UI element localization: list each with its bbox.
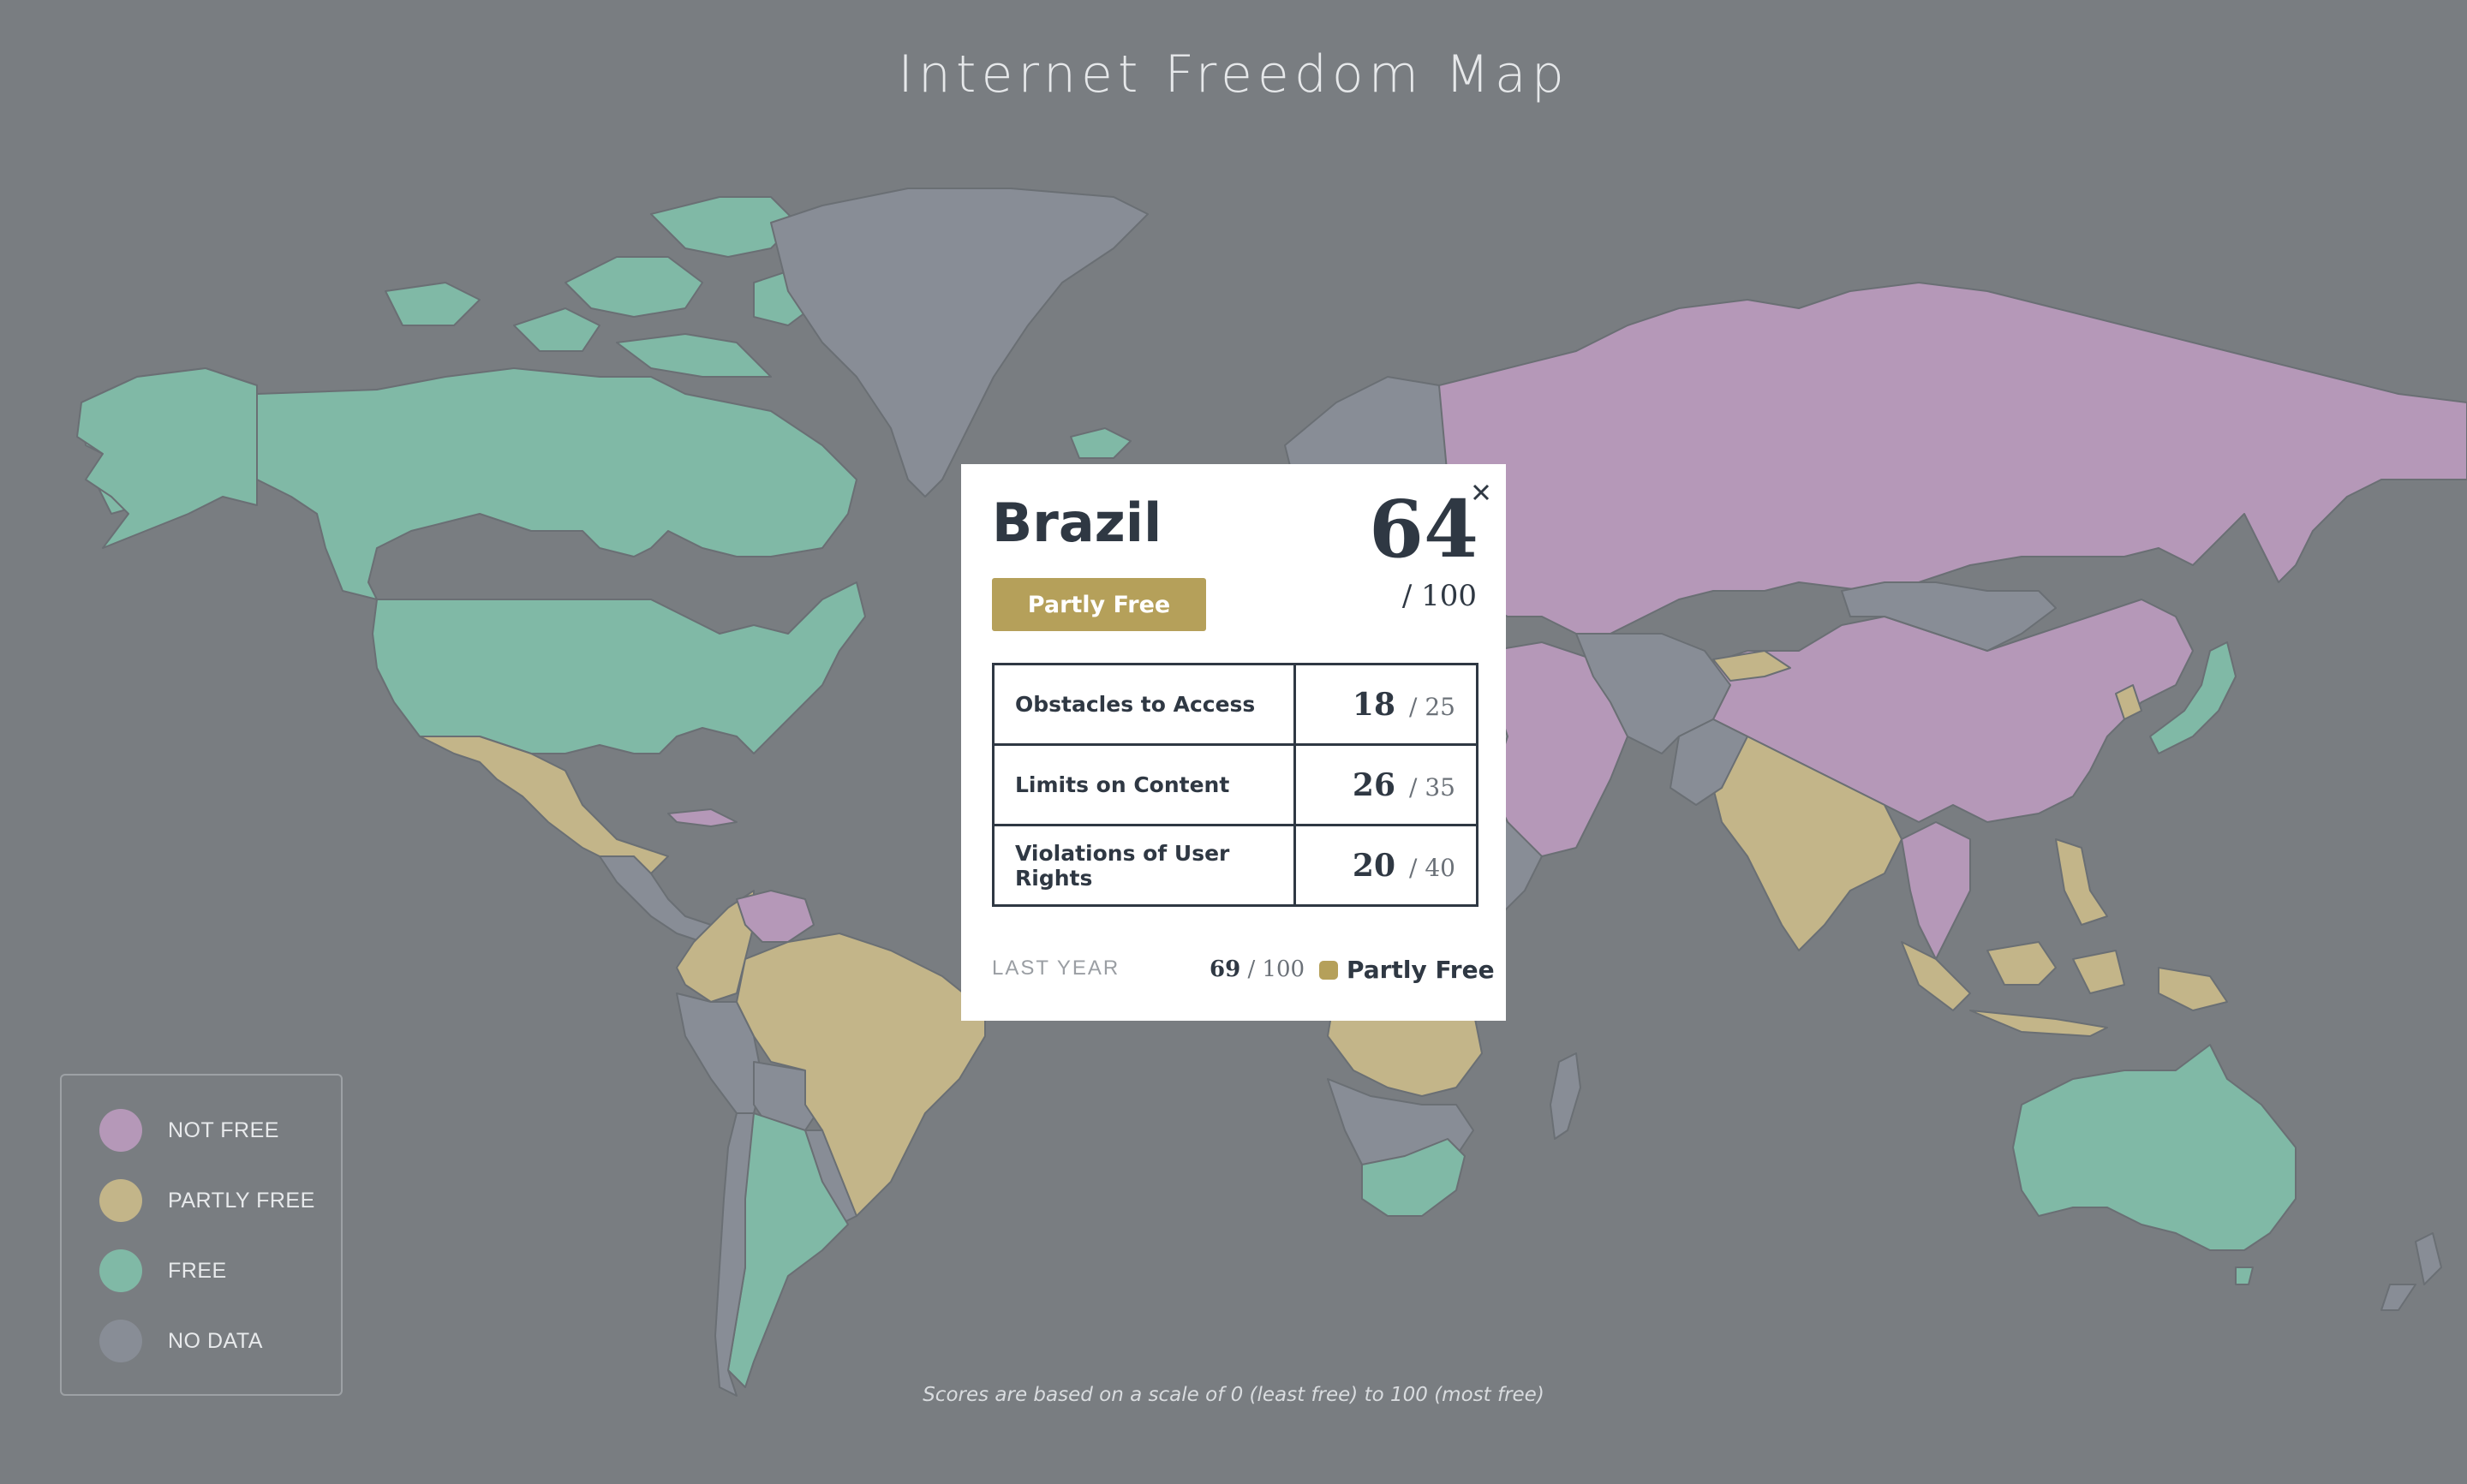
country-new-zealand[interactable] [2380,1232,2442,1311]
legend-swatch [99,1320,142,1362]
country-chile[interactable] [714,1112,755,1397]
category-score: 26 [1352,766,1396,803]
category-max: / 40 [1409,853,1455,882]
legend-label: FREE [168,1258,227,1283]
last-year-value: 69 / 100 [1210,957,1305,982]
country-alaska[interactable] [76,367,258,549]
country-name: Brazil [992,492,1162,554]
country-korea[interactable] [2115,684,2142,720]
country-brazil[interactable] [736,933,986,1217]
country-cuba[interactable] [667,808,738,827]
close-icon[interactable] [1468,480,1494,505]
score-table: Obstacles to Access 18 / 25 Limits on Con… [992,663,1478,907]
country-venezuela[interactable] [736,890,815,943]
last-year-score: 69 [1210,957,1241,982]
country-tasmania[interactable] [2235,1266,2254,1285]
category-label: Limits on Content [992,743,1296,826]
category-label: Violations of User Rights [992,824,1296,907]
country-usa[interactable] [372,581,866,754]
total-score: 64 [1368,483,1478,575]
country-india[interactable] [1712,736,1903,951]
country-madagascar[interactable] [1550,1052,1581,1140]
category-max: / 25 [1409,692,1455,721]
footnote: Scores are based on a scale of 0 (least … [923,1384,1544,1406]
country-popup: Brazil Partly Free 64 / 100 Obstacles to… [961,464,1506,1021]
legend-label: NOT FREE [168,1117,279,1142]
table-row: Obstacles to Access 18 / 25 [992,663,1478,746]
category-score: 20 [1352,847,1396,884]
last-year-status: Partly Free [1319,956,1495,984]
country-russia[interactable] [1438,282,2467,635]
map-title: Internet Freedom Map [898,45,1569,104]
legend-item-no-data[interactable]: NO DATA [99,1319,263,1363]
legend-swatch [99,1249,142,1292]
country-indonesia[interactable] [1901,941,2228,1037]
country-myanmar-thailand[interactable] [1901,821,1971,960]
total-score-max: / 100 [1401,579,1477,613]
last-year-status-swatch [1319,960,1338,980]
last-year-status-text: Partly Free [1347,956,1495,984]
legend-swatch [99,1109,142,1152]
category-score-cell: 20 / 40 [1293,824,1478,907]
category-max: / 35 [1409,772,1455,802]
status-badge: Partly Free [992,578,1206,631]
category-score: 18 [1352,686,1396,723]
last-year-max: / 100 [1240,957,1305,982]
country-japan[interactable] [2149,641,2237,754]
legend-item-not-free[interactable]: NOT FREE [99,1108,279,1153]
legend-label: PARTLY FREE [168,1188,315,1213]
country-kyrgyzstan[interactable] [1712,650,1791,682]
category-label: Obstacles to Access [992,663,1296,746]
country-iceland[interactable] [1070,427,1132,459]
country-pakistan[interactable] [1670,718,1748,806]
legend-label: NO DATA [168,1328,263,1353]
country-mongolia[interactable] [1841,581,2057,652]
country-mexico[interactable] [419,736,669,874]
category-score-cell: 18 / 25 [1293,663,1478,746]
country-philippines[interactable] [2055,838,2108,926]
legend-swatch [99,1179,142,1222]
country-canada-arctic[interactable] [385,196,823,378]
legend-item-free[interactable]: FREE [99,1249,227,1293]
table-row: Limits on Content 26 / 35 [992,743,1478,826]
category-score-cell: 26 / 35 [1293,743,1478,826]
legend-item-partly-free[interactable]: PARTLY FREE [99,1178,315,1223]
country-australia[interactable] [2012,1044,2297,1251]
legend: NOT FREE PARTLY FREE FREE NO DATA [60,1074,343,1396]
table-row: Violations of User Rights 20 / 40 [992,824,1478,907]
country-canada[interactable] [81,367,857,600]
country-greenland[interactable] [770,188,1149,498]
last-year-label: LAST YEAR [992,957,1120,980]
country-south-africa[interactable] [1361,1138,1466,1217]
